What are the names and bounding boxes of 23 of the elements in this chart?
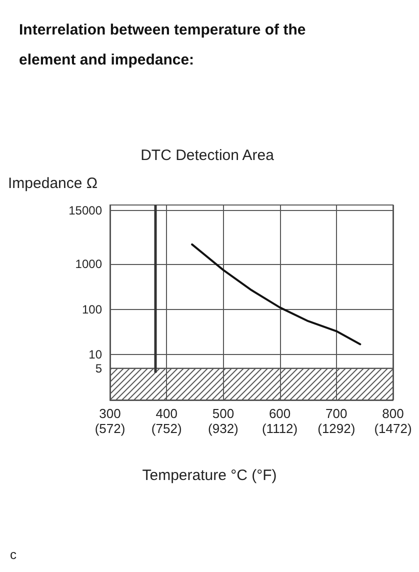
line-series <box>191 243 362 346</box>
x2-tick-label: (752) <box>151 421 182 436</box>
x2-tick-label: (1112) <box>262 421 298 436</box>
x-tick-label: 600 <box>268 406 291 421</box>
x2-tick-label: (932) <box>208 421 238 436</box>
x-tick-label: 300 <box>99 406 121 421</box>
y-tick-label: 10 <box>88 348 102 362</box>
x2-tick-label: (1292) <box>318 421 356 436</box>
y-tick-label: 1000 <box>75 256 102 271</box>
ref-line-label: DTC Detection Area <box>140 147 275 164</box>
x-tick-label: 400 <box>156 406 178 421</box>
y-tick-label: 15000 <box>68 204 102 218</box>
chart-title: Interrelation between temperature of the element and impedance: <box>19 22 310 68</box>
x-tick-label: 500 <box>212 406 234 421</box>
y-tick-label: 100 <box>82 302 102 316</box>
x2-tick-label: (1472) <box>374 421 412 436</box>
x-tick-label: 700 <box>326 406 348 421</box>
x-tick-label: 800 <box>382 406 404 421</box>
text: c <box>10 547 17 562</box>
y-axis-title: Impedance Ω <box>8 175 98 192</box>
x-axis-title: Temperature °C (°F) <box>142 467 277 484</box>
y-tick-label: 5 <box>95 361 102 376</box>
x2-tick-label: (572) <box>94 421 126 436</box>
